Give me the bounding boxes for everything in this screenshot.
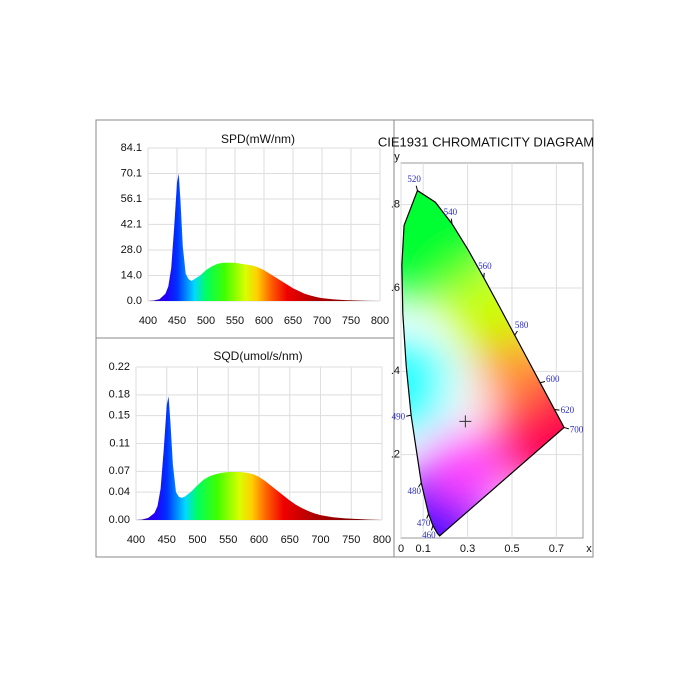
locus-tick [554,409,560,411]
locus-tick [540,381,546,384]
locus-tick [563,426,570,430]
x-tick-label: 550 [226,315,244,327]
x-tick-label: 700 [313,315,331,327]
x-tick-label: 500 [188,534,206,546]
y-tick-label: 0.15 [109,410,130,422]
x-tick-label: 0.5 [504,543,519,555]
chart-title: SQD(umol/s/nm) [213,349,302,363]
color-blob [401,190,503,300]
locus-tick [430,525,434,531]
locus-tick [450,218,453,224]
axis-label: x [586,543,592,555]
y-tick-label: 0.11 [109,437,130,449]
chromaticity-point [459,415,472,428]
x-tick-label: 500 [197,315,215,327]
wavelength-label: 460 [422,530,436,540]
wavelength-label: 600 [546,374,560,384]
color-blob [401,343,456,433]
wavelength-label: 620 [561,405,575,415]
y-tick-label: 14.0 [121,269,142,281]
wavelength-label: 470 [417,518,431,528]
y-tick-label: 56.1 [121,193,142,205]
color-blob [424,430,505,511]
y-tick-label: 0.18 [109,389,130,401]
x-tick-label: 400 [127,534,145,546]
color-blob [444,381,489,425]
y-tick-label: 0.07 [109,465,130,477]
locus-tick [514,330,518,336]
x-tick-label: 600 [250,534,268,546]
axis-label: y [394,151,400,163]
y-tick-label: .4 [391,365,400,377]
y-tick-label: 28.0 [121,244,142,256]
x-tick-label: 450 [158,534,176,546]
spectrum-area [148,173,380,301]
x-tick-label: 800 [373,534,391,546]
x-tick-label: 650 [281,534,299,546]
x-tick-label: 750 [342,315,360,327]
y-tick-label: 0.0 [127,295,142,307]
y-tick-label: .2 [391,449,400,461]
wavelength-label: 560 [478,261,492,271]
y-tick-label: .6 [391,282,400,294]
wavelength-label: 540 [444,207,458,217]
x-tick-label: 0.3 [460,543,475,555]
color-blob [478,334,549,405]
x-tick-label: 700 [311,534,329,546]
y-tick-label: .8 [391,199,400,211]
spectrum-area [136,396,382,520]
y-tick-label: 70.1 [121,167,142,179]
x-tick-label: 600 [255,315,273,327]
locus-tick [415,185,418,191]
y-tick-label: 84.1 [121,142,142,154]
y-tick-label: 0.22 [109,361,130,373]
x-tick-label: 0.7 [549,543,564,555]
x-tick-label: 750 [342,534,360,546]
wavelength-label: 580 [515,320,529,330]
x-tick-label: 0 [398,543,404,555]
x-tick-label: 0.1 [416,543,431,555]
x-tick-label: 450 [168,315,186,327]
locus-tick [426,513,430,519]
wavelength-label: 480 [407,486,421,496]
y-tick-label: 42.1 [121,218,142,230]
x-tick-label: 400 [139,315,157,327]
y-tick-label: 0.04 [109,486,130,498]
wavelength-label: 490 [392,412,406,422]
chart-title: SPD(mW/nm) [221,132,295,146]
locus-tick [406,414,412,417]
locus-tick [418,482,422,488]
y-tick-label: 0.00 [109,514,130,526]
x-tick-label: 550 [219,534,237,546]
wavelength-label: 520 [407,174,421,184]
x-tick-label: 650 [284,315,302,327]
x-tick-label: 800 [371,315,389,327]
chart-title: CIE1931 CHROMATICITY DIAGRAM [378,134,594,149]
wavelength-label: 700 [570,425,584,435]
